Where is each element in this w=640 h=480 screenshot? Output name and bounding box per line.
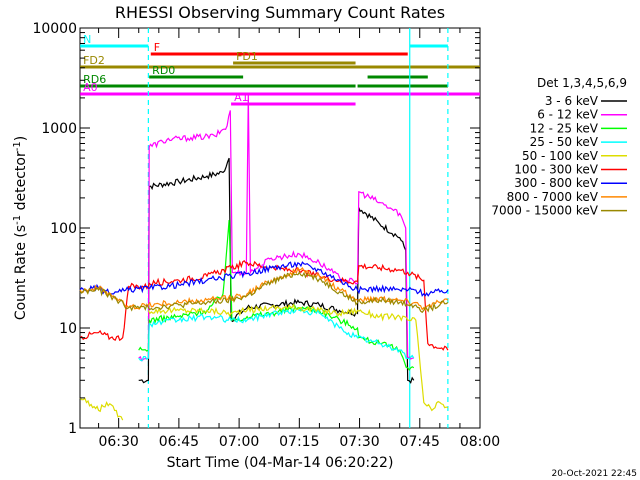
series-line — [138, 93, 414, 362]
x-tick-label: 07:45 — [400, 434, 440, 450]
y-axis-label: Count Rate (s-1 detector-1) — [12, 136, 29, 320]
y-tick-label: 1 — [68, 421, 77, 437]
series-line — [138, 157, 415, 384]
legend-entry-label: 50 - 100 keV — [522, 149, 599, 163]
x-tick-label: 06:45 — [159, 434, 199, 450]
y-tick-label: 10000 — [32, 21, 77, 37]
axes: 1 10 100 1000 10000 06:30 06:45 07:00 07:15 07:30… — [32, 21, 500, 450]
chart-title: RHESSI Observing Summary Count Rates — [115, 3, 445, 22]
flag-label-fd2: FD2 — [83, 54, 105, 67]
legend-entry-label: 800 - 7000 keV — [507, 190, 599, 204]
flag-label-fd1: FD1 — [236, 50, 258, 63]
series-lines — [79, 93, 449, 421]
y-tick-label: 10 — [59, 321, 77, 337]
y-tick-label: 100 — [50, 221, 77, 237]
flag-label-a0: A0 — [83, 81, 98, 94]
series-line — [79, 261, 449, 297]
series-line — [79, 303, 449, 421]
flag-label-a1: A1 — [234, 91, 249, 104]
flag-label-rd0: RD0 — [152, 64, 175, 77]
legend-entry-label: 6 - 12 keV — [537, 108, 599, 122]
legend-entry-label: 25 - 50 keV — [530, 135, 599, 149]
legend-entry-label: 100 - 300 keV — [514, 163, 598, 177]
flag-label-rd6: RD6 — [83, 73, 106, 86]
date-stamp: 20-Oct-2021 22:45 — [552, 469, 637, 479]
vertical-markers — [147, 28, 449, 428]
legend-entry-label: 3 - 6 keV — [545, 94, 599, 108]
x-tick-label: 08:00 — [460, 434, 500, 450]
legend-title: Det 1,3,4,5,6,9 — [537, 76, 627, 90]
legend-entry-label: 12 - 25 keV — [530, 121, 599, 135]
x-tick-label: 06:30 — [98, 434, 138, 450]
series-line — [79, 259, 449, 351]
y-tick-label: 1000 — [41, 121, 77, 137]
flag-label-n: N — [83, 33, 91, 46]
series-line — [138, 220, 415, 371]
legend-entry-label: 300 - 800 keV — [514, 176, 598, 190]
series-line — [79, 271, 449, 314]
series-line — [138, 307, 415, 362]
x-tick-label: 07:15 — [279, 434, 319, 450]
legend-entry-label: 7000 - 15000 keV — [491, 204, 598, 218]
flag-label-f: F — [154, 41, 160, 54]
x-axis-label: Start Time (04-Mar-14 06:20:22) — [167, 455, 394, 471]
x-tick-label: 07:30 — [339, 434, 379, 450]
x-tick-label: 07:00 — [219, 434, 259, 450]
